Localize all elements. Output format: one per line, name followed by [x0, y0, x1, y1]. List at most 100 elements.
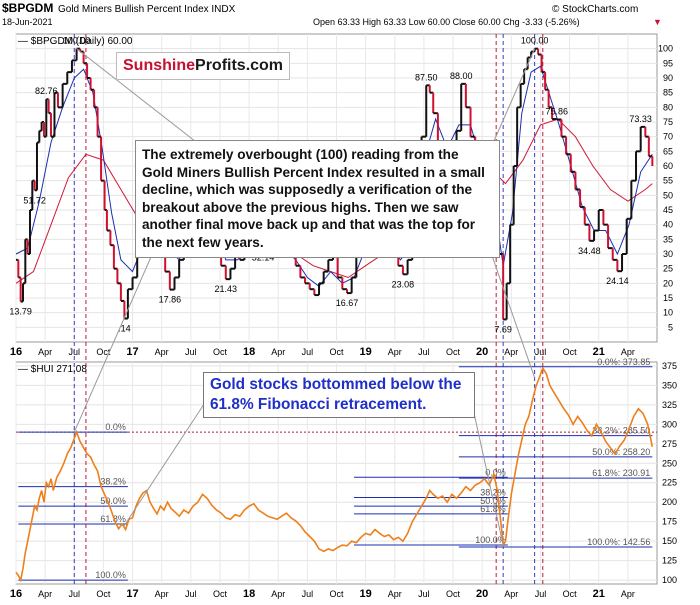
callout-pointer: [489, 48, 536, 151]
data-label-bpgdm: 24.14: [606, 276, 629, 286]
ohlc-down-arrow: ▼: [653, 17, 662, 27]
x-tick-bpgdm: Apr: [271, 347, 285, 357]
index-name: Gold Miners Bullish Percent Index INDX: [58, 4, 236, 15]
data-label-bpgdm: 17.86: [159, 295, 182, 305]
data-label-bpgdm: .14: [118, 324, 131, 334]
x-tick-hui: Oct: [446, 589, 461, 599]
x-tick-hui: Apr: [388, 589, 402, 599]
y-tick-hui: 150: [662, 536, 677, 546]
y-tick-bpgdm: 70: [663, 132, 673, 142]
x-tick-bpgdm: 20: [476, 346, 488, 358]
data-label-bpgdm: 100.00: [521, 36, 549, 46]
x-tick-bpgdm: Jul: [302, 347, 314, 357]
y-tick-bpgdm: 30: [663, 249, 673, 259]
y-tick-bpgdm: 90: [663, 73, 673, 83]
x-tick-hui: 18: [243, 588, 255, 600]
fib-label: 38.2%: [480, 488, 506, 498]
x-tick-bpgdm: 21: [593, 346, 605, 358]
x-tick-bpgdm: Apr: [38, 347, 52, 357]
x-tick-bpgdm: Oct: [446, 347, 461, 357]
x-tick-hui: 17: [126, 588, 138, 600]
y-tick-bpgdm: 85: [663, 88, 673, 98]
x-tick-hui: Oct: [213, 589, 228, 599]
y-tick-bpgdm: 50: [663, 190, 673, 200]
fib-label: 38.2%: [100, 477, 126, 487]
y-tick-hui: 375: [662, 361, 677, 371]
y-tick-hui: 100: [662, 575, 677, 585]
fib-label: 50.0%: [100, 496, 126, 506]
y-tick-bpgdm: 25: [663, 264, 673, 274]
x-tick-hui: Oct: [329, 589, 344, 599]
watermark-part2: Profits.com: [195, 57, 284, 74]
x-tick-bpgdm: 18: [243, 346, 255, 358]
y-tick-bpgdm: 40: [663, 220, 673, 230]
sunshine-profits-watermark[interactable]: SunshineProfits.com: [116, 52, 290, 80]
y-tick-hui: 250: [662, 458, 677, 468]
y-tick-hui: 175: [662, 517, 677, 527]
data-label-bpgdm: 82.76: [35, 86, 58, 96]
x-tick-hui: Apr: [38, 589, 52, 599]
callout-pointer: [122, 394, 211, 528]
y-tick-bpgdm: 95: [663, 58, 673, 68]
y-tick-bpgdm: 55: [663, 176, 673, 186]
fib-label: 0.0%: [105, 422, 126, 432]
y-tick-hui: 325: [662, 400, 677, 410]
x-tick-bpgdm: Apr: [504, 347, 518, 357]
y-tick-bpgdm: 75: [663, 117, 673, 127]
x-tick-hui: Jul: [302, 589, 314, 599]
x-tick-hui: 21: [593, 588, 605, 600]
fib-label: 61.8%: [480, 504, 506, 514]
x-tick-hui: Jul: [535, 589, 547, 599]
x-tick-hui: 16: [10, 588, 22, 600]
x-tick-hui: 20: [476, 588, 488, 600]
x-tick-hui: Apr: [504, 589, 518, 599]
fib-label: 100.0%: 142.56: [587, 537, 650, 547]
x-tick-hui: Jul: [418, 589, 430, 599]
annotation-callout-overbought: The extremely overbought (100) reading f…: [135, 140, 500, 258]
x-tick-bpgdm: Jul: [185, 347, 197, 357]
y-tick-bpgdm: 65: [663, 146, 673, 156]
legend-bpgdm: — $BPGDM (Daily) 60.00: [18, 36, 133, 47]
x-tick-bpgdm: Apr: [388, 347, 402, 357]
y-tick-hui: 350: [662, 380, 677, 390]
data-label-bpgdm: 34.48: [578, 246, 601, 256]
data-label-bpgdm: 87.50: [415, 72, 438, 82]
legend-hui: — $HUI 271.08: [18, 364, 87, 375]
annotation-callout-fibonacci: Gold stocks bottommed below the 61.8% Fi…: [203, 372, 475, 418]
x-tick-hui: Oct: [563, 589, 578, 599]
callout-pointer: [76, 48, 201, 146]
y-tick-hui: 200: [662, 497, 677, 507]
fib-label: 61.8%: [100, 514, 126, 524]
x-tick-bpgdm: Oct: [213, 347, 228, 357]
symbol-title: $BPGDM: [2, 1, 53, 15]
x-tick-hui: Apr: [155, 589, 169, 599]
callout-pointer: [489, 249, 536, 378]
data-label-bpgdm: 23.08: [392, 279, 415, 289]
x-tick-hui: Apr: [271, 589, 285, 599]
series-hui: [15, 366, 654, 583]
x-tick-bpgdm: Jul: [418, 347, 430, 357]
y-tick-bpgdm: 10: [663, 308, 673, 318]
y-tick-bpgdm: 80: [663, 102, 673, 112]
data-label-bpgdm: 16.67: [336, 298, 359, 308]
x-tick-hui: Oct: [96, 589, 111, 599]
y-tick-bpgdm: 20: [663, 278, 673, 288]
y-tick-bpgdm: 35: [663, 234, 673, 244]
y-tick-hui: 275: [662, 439, 677, 449]
x-tick-bpgdm: Oct: [329, 347, 344, 357]
chart-date: 18-Jun-2021: [2, 17, 53, 27]
y-tick-bpgdm: 100: [658, 44, 673, 54]
y-tick-bpgdm: 45: [663, 205, 673, 215]
stockcharts-brand: © StockCharts.com: [552, 4, 638, 15]
data-label-bpgdm: 21.43: [215, 284, 238, 294]
x-tick-bpgdm: Oct: [563, 347, 578, 357]
fib-label: 38.2%: 285.50: [592, 426, 650, 436]
y-tick-hui: 225: [662, 478, 677, 488]
y-tick-hui: 300: [662, 419, 677, 429]
data-label-bpgdm: 75.86: [546, 106, 569, 116]
fib-label: 0.0%: [485, 467, 506, 477]
x-tick-bpgdm: 17: [126, 346, 138, 358]
x-tick-bpgdm: 19: [360, 346, 372, 358]
